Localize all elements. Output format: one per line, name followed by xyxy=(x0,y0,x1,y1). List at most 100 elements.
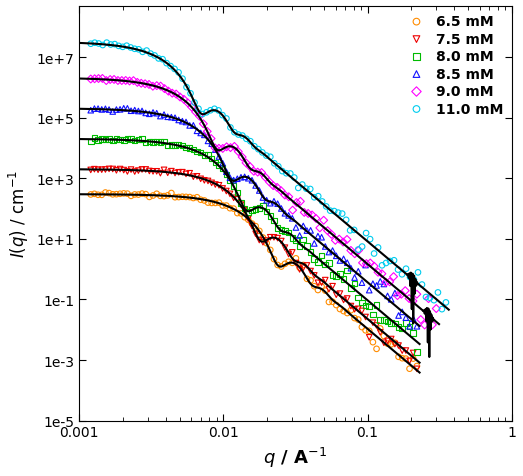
8.0 mM xyxy=(295,243,304,251)
8.5 mM xyxy=(376,278,384,286)
6.5 mM xyxy=(149,192,157,200)
8.0 mM xyxy=(230,183,238,190)
7.5 mM xyxy=(175,169,183,177)
9.0 mM xyxy=(273,184,281,192)
6.5 mM xyxy=(219,202,227,210)
6.5 mM xyxy=(145,194,154,201)
11.0 mM xyxy=(198,111,207,119)
9.0 mM xyxy=(110,77,118,84)
6.5 mM xyxy=(197,197,205,204)
9.0 mM xyxy=(219,145,227,153)
8.5 mM xyxy=(270,198,278,206)
8.5 mM xyxy=(244,175,253,183)
9.0 mM xyxy=(222,144,231,151)
11.0 mM xyxy=(350,227,358,234)
7.5 mM xyxy=(116,166,124,174)
7.5 mM xyxy=(365,334,373,341)
6.5 mM xyxy=(171,194,179,202)
6.5 mM xyxy=(350,315,359,322)
6.5 mM xyxy=(98,192,106,199)
11.0 mM xyxy=(394,266,402,274)
6.5 mM xyxy=(167,190,176,198)
6.5 mM xyxy=(252,223,260,230)
11.0 mM xyxy=(278,168,287,176)
11.0 mM xyxy=(410,277,418,284)
11.0 mM xyxy=(119,44,127,51)
9.0 mM xyxy=(246,163,254,171)
8.5 mM xyxy=(394,312,403,320)
8.0 mM xyxy=(204,152,212,159)
8.0 mM xyxy=(145,139,154,146)
7.5 mM xyxy=(131,169,139,176)
6.5 mM xyxy=(156,193,165,200)
6.5 mM xyxy=(398,355,406,362)
6.5 mM xyxy=(409,355,417,363)
7.5 mM xyxy=(156,170,165,178)
6.5 mM xyxy=(295,264,304,272)
7.5 mM xyxy=(101,166,110,174)
7.5 mM xyxy=(215,182,223,190)
9.0 mM xyxy=(126,78,134,86)
7.5 mM xyxy=(325,286,333,293)
6.5 mM xyxy=(270,256,278,263)
11.0 mM xyxy=(110,41,119,49)
11.0 mM xyxy=(250,143,258,151)
6.5 mM xyxy=(361,327,370,335)
8.5 mM xyxy=(215,153,223,161)
7.5 mM xyxy=(94,167,103,174)
11.0 mM xyxy=(158,56,167,64)
11.0 mM xyxy=(186,90,195,98)
11.0 mM xyxy=(310,194,319,202)
11.0 mM xyxy=(274,163,282,171)
7.5 mM xyxy=(182,171,190,178)
7.5 mM xyxy=(160,167,168,174)
8.5 mM xyxy=(116,106,124,114)
8.0 mM xyxy=(321,261,329,269)
9.0 mM xyxy=(385,278,394,286)
8.0 mM xyxy=(394,324,403,331)
8.0 mM xyxy=(219,165,227,172)
8.5 mM xyxy=(387,296,395,304)
6.5 mM xyxy=(112,191,121,198)
8.0 mM xyxy=(215,162,223,169)
6.5 mM xyxy=(222,202,231,210)
6.5 mM xyxy=(299,262,308,269)
6.5 mM xyxy=(131,191,139,199)
9.0 mM xyxy=(432,305,440,313)
6.5 mM xyxy=(90,190,99,198)
6.5 mM xyxy=(383,340,392,348)
6.5 mM xyxy=(160,193,168,200)
11.0 mM xyxy=(202,109,211,117)
8.5 mM xyxy=(391,289,399,297)
8.5 mM xyxy=(259,194,267,202)
6.5 mM xyxy=(87,191,95,199)
11.0 mM xyxy=(386,258,394,265)
7.5 mM xyxy=(208,179,216,187)
11.0 mM xyxy=(151,52,159,60)
11.0 mM xyxy=(103,40,111,47)
8.5 mM xyxy=(160,111,168,119)
11.0 mM xyxy=(334,209,343,217)
9.0 mM xyxy=(133,79,142,87)
11.0 mM xyxy=(290,174,299,182)
8.0 mM xyxy=(376,317,384,324)
7.5 mM xyxy=(255,237,264,244)
8.5 mM xyxy=(303,228,311,235)
8.5 mM xyxy=(153,110,161,118)
7.5 mM xyxy=(292,260,300,268)
8.5 mM xyxy=(182,119,190,127)
7.5 mM xyxy=(387,336,395,343)
7.5 mM xyxy=(274,235,282,242)
8.0 mM xyxy=(127,136,135,143)
9.0 mM xyxy=(168,90,176,98)
8.5 mM xyxy=(336,257,344,265)
8.0 mM xyxy=(263,208,271,216)
Legend: 6.5 mM, 7.5 mM, 8.0 mM, 8.5 mM, 9.0 mM, 11.0 mM: 6.5 mM, 7.5 mM, 8.0 mM, 8.5 mM, 9.0 mM, … xyxy=(401,14,505,118)
11.0 mM xyxy=(434,289,442,297)
8.5 mM xyxy=(189,122,198,130)
11.0 mM xyxy=(90,40,99,48)
7.5 mM xyxy=(127,167,135,174)
9.0 mM xyxy=(153,83,161,90)
9.0 mM xyxy=(94,76,103,83)
11.0 mM xyxy=(294,185,302,192)
